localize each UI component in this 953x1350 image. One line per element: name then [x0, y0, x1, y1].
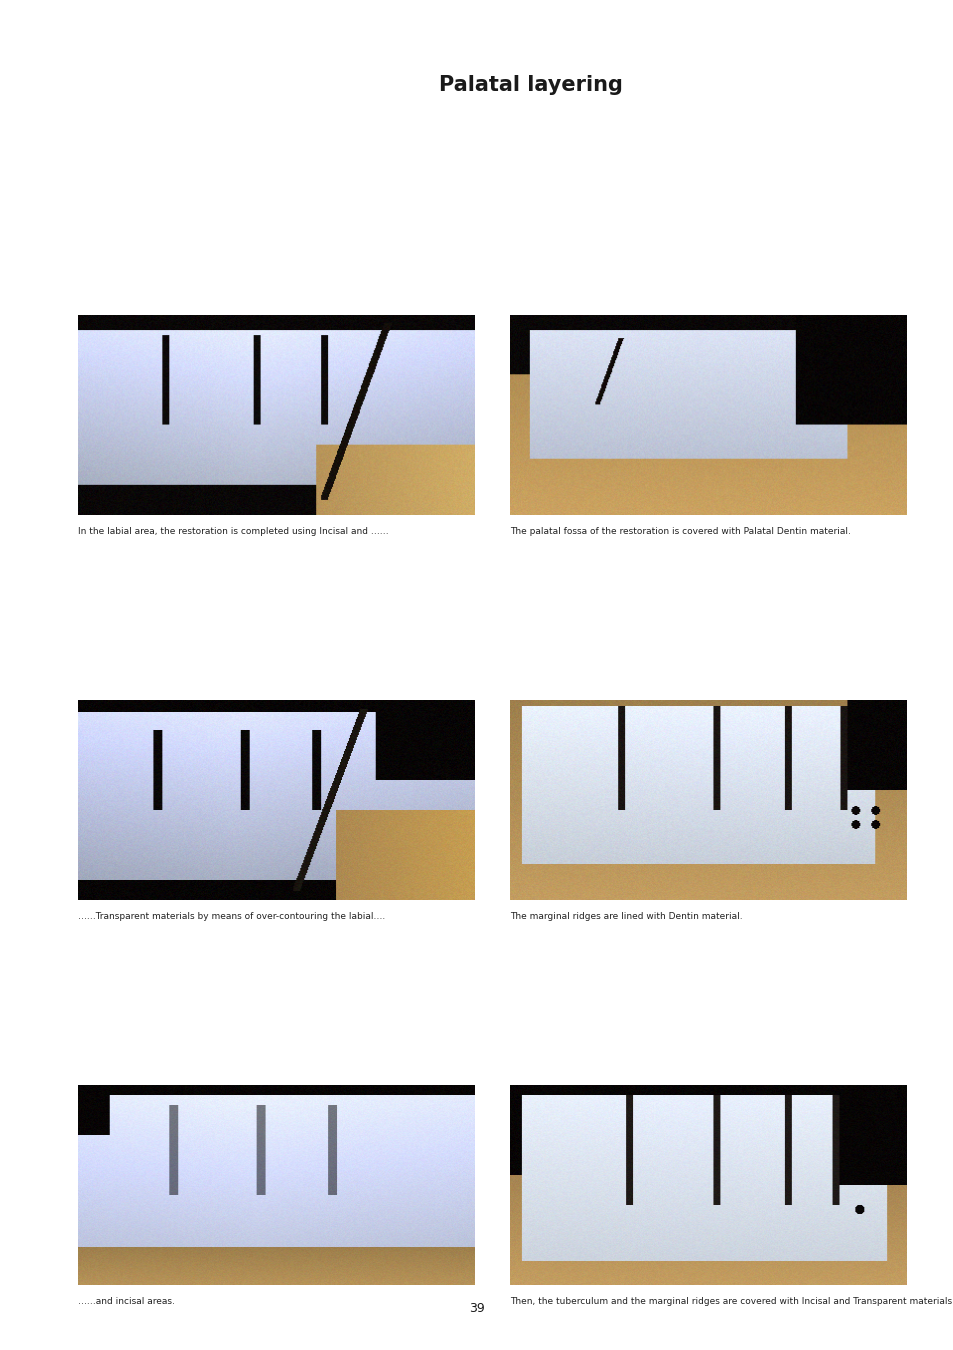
Text: The marginal ridges are lined with Dentin material.: The marginal ridges are lined with Denti… — [510, 913, 741, 921]
Text: ……and incisal areas.: ……and incisal areas. — [78, 1297, 174, 1305]
Text: In the labial area, the restoration is completed using Incisal and ……: In the labial area, the restoration is c… — [78, 526, 388, 536]
Text: The palatal fossa of the restoration is covered with Palatal Dentin material.: The palatal fossa of the restoration is … — [510, 526, 850, 536]
Text: 39: 39 — [469, 1301, 484, 1315]
Text: ……Transparent materials by means of over-contouring the labial….: ……Transparent materials by means of over… — [78, 913, 385, 921]
Text: Palatal layering: Palatal layering — [438, 76, 622, 95]
Text: Then, the tuberculum and the marginal ridges are covered with Incisal and Transp: Then, the tuberculum and the marginal ri… — [510, 1297, 953, 1305]
